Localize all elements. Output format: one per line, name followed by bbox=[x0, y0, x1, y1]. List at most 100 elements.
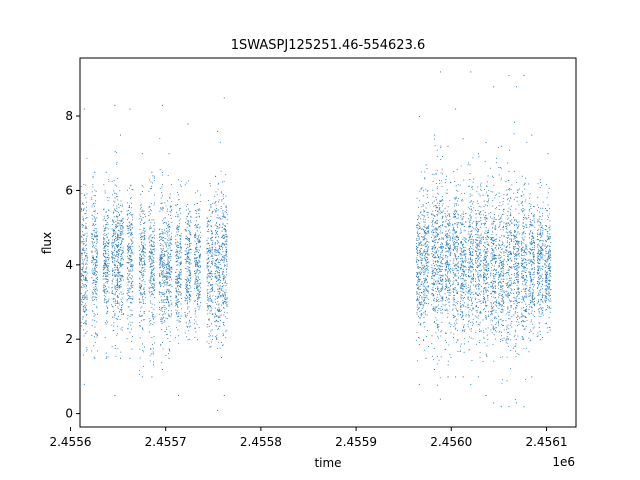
data-point bbox=[171, 314, 173, 316]
data-point bbox=[141, 185, 143, 186]
data-point bbox=[163, 222, 165, 223]
data-point bbox=[195, 210, 196, 211]
data-point bbox=[441, 275, 443, 276]
data-point bbox=[442, 222, 444, 223]
data-point bbox=[459, 267, 461, 268]
data-point bbox=[169, 265, 170, 267]
data-point bbox=[127, 315, 129, 316]
data-point bbox=[211, 275, 213, 277]
data-point bbox=[431, 294, 433, 296]
data-point bbox=[105, 278, 107, 280]
data-point bbox=[226, 263, 228, 265]
data-point bbox=[188, 251, 189, 253]
data-point bbox=[426, 278, 427, 280]
data-point bbox=[96, 287, 97, 289]
data-point bbox=[161, 299, 163, 301]
data-point bbox=[225, 233, 227, 235]
data-point bbox=[143, 287, 145, 289]
data-point bbox=[164, 281, 166, 283]
data-point bbox=[140, 307, 142, 309]
data-point bbox=[431, 276, 433, 277]
data-point bbox=[83, 243, 85, 245]
data-point bbox=[84, 252, 86, 254]
data-point bbox=[164, 229, 165, 231]
data-point bbox=[217, 254, 219, 256]
data-point bbox=[127, 284, 129, 286]
data-point bbox=[418, 281, 420, 283]
data-point bbox=[453, 295, 454, 297]
data-point bbox=[449, 322, 451, 324]
data-point bbox=[159, 275, 160, 277]
data-point bbox=[111, 250, 113, 252]
data-point bbox=[434, 222, 436, 224]
data-point bbox=[92, 176, 94, 178]
data-point bbox=[93, 234, 95, 236]
data-point bbox=[139, 264, 140, 266]
data-point bbox=[426, 267, 428, 269]
data-point bbox=[216, 243, 218, 245]
data-point bbox=[199, 307, 201, 309]
data-point bbox=[132, 268, 134, 270]
data-point bbox=[424, 290, 426, 292]
data-point bbox=[219, 218, 221, 220]
data-point bbox=[223, 260, 225, 262]
data-point bbox=[214, 195, 216, 197]
data-point bbox=[435, 306, 437, 308]
data-point bbox=[96, 255, 98, 257]
data-point bbox=[187, 224, 189, 226]
data-point bbox=[129, 298, 131, 299]
data-point bbox=[196, 210, 198, 212]
data-point bbox=[118, 262, 119, 263]
data-point bbox=[104, 243, 106, 244]
data-point bbox=[446, 260, 448, 261]
data-point bbox=[452, 233, 454, 235]
data-point bbox=[440, 271, 442, 272]
data-point bbox=[226, 209, 227, 211]
data-point bbox=[433, 310, 434, 311]
data-point bbox=[439, 274, 441, 276]
data-point bbox=[225, 230, 227, 231]
data-point bbox=[142, 248, 143, 250]
data-point bbox=[149, 251, 151, 253]
data-point bbox=[116, 234, 118, 236]
data-point bbox=[221, 286, 223, 288]
data-point bbox=[167, 299, 168, 301]
data-point bbox=[107, 228, 109, 230]
data-point bbox=[171, 302, 173, 304]
data-point bbox=[118, 296, 120, 298]
data-point bbox=[418, 260, 420, 262]
data-point bbox=[112, 219, 114, 221]
data-point bbox=[463, 265, 465, 267]
data-point bbox=[103, 285, 105, 286]
data-point bbox=[141, 306, 143, 308]
data-point bbox=[216, 210, 218, 212]
data-point bbox=[122, 250, 124, 252]
data-point bbox=[218, 272, 220, 273]
data-point bbox=[120, 205, 122, 206]
data-point bbox=[96, 249, 98, 251]
data-point bbox=[130, 223, 132, 225]
data-point bbox=[432, 231, 434, 233]
data-point bbox=[166, 277, 167, 279]
data-point bbox=[189, 326, 190, 328]
data-point bbox=[151, 315, 153, 317]
data-point bbox=[140, 238, 142, 240]
data-point bbox=[432, 234, 434, 236]
data-point bbox=[225, 299, 227, 301]
data-point bbox=[103, 287, 105, 288]
data-point bbox=[441, 196, 443, 197]
data-point bbox=[117, 273, 119, 275]
data-point bbox=[161, 229, 163, 231]
data-point bbox=[419, 253, 421, 255]
data-point bbox=[419, 279, 421, 280]
data-point bbox=[164, 265, 166, 267]
data-point bbox=[104, 299, 105, 301]
data-point bbox=[445, 254, 447, 256]
data-point bbox=[211, 290, 213, 292]
data-point bbox=[149, 324, 151, 326]
data-point bbox=[453, 249, 454, 251]
data-point bbox=[115, 210, 117, 212]
data-point bbox=[164, 255, 166, 257]
data-point bbox=[160, 318, 162, 320]
data-point bbox=[122, 204, 123, 206]
